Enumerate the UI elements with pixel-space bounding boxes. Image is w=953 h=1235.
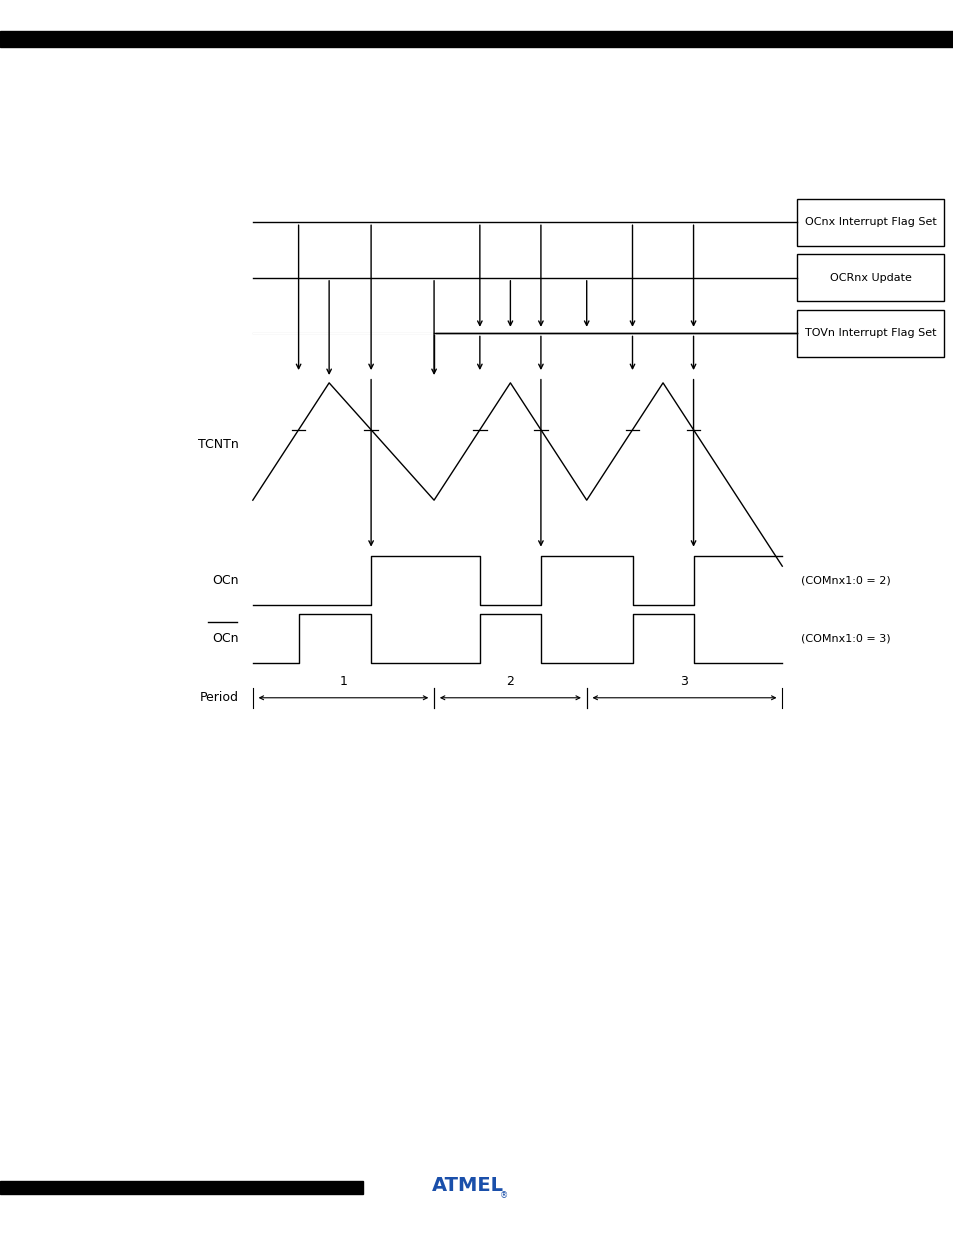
- Text: ®: ®: [499, 1191, 507, 1200]
- Bar: [796, 310, 943, 357]
- Text: Period: Period: [199, 692, 238, 704]
- Text: (COMnx1:0 = 2): (COMnx1:0 = 2): [801, 576, 890, 585]
- Text: (COMnx1:0 = 3): (COMnx1:0 = 3): [801, 634, 890, 643]
- Text: ATMEL: ATMEL: [431, 1176, 503, 1195]
- Bar: [796, 254, 943, 301]
- Text: OCn: OCn: [212, 632, 238, 645]
- Text: 1: 1: [339, 674, 347, 688]
- Text: OCn: OCn: [212, 574, 238, 587]
- Bar: [796, 199, 943, 246]
- Text: 2: 2: [506, 674, 514, 688]
- Bar: [0, 31, 953, 47]
- Text: TOVn Interrupt Flag Set: TOVn Interrupt Flag Set: [804, 329, 935, 338]
- Text: 3: 3: [679, 674, 688, 688]
- Text: TCNTn: TCNTn: [197, 438, 238, 451]
- Text: OCRnx Update: OCRnx Update: [829, 273, 910, 283]
- Bar: [0, 1181, 362, 1194]
- Text: OCnx Interrupt Flag Set: OCnx Interrupt Flag Set: [803, 217, 936, 227]
